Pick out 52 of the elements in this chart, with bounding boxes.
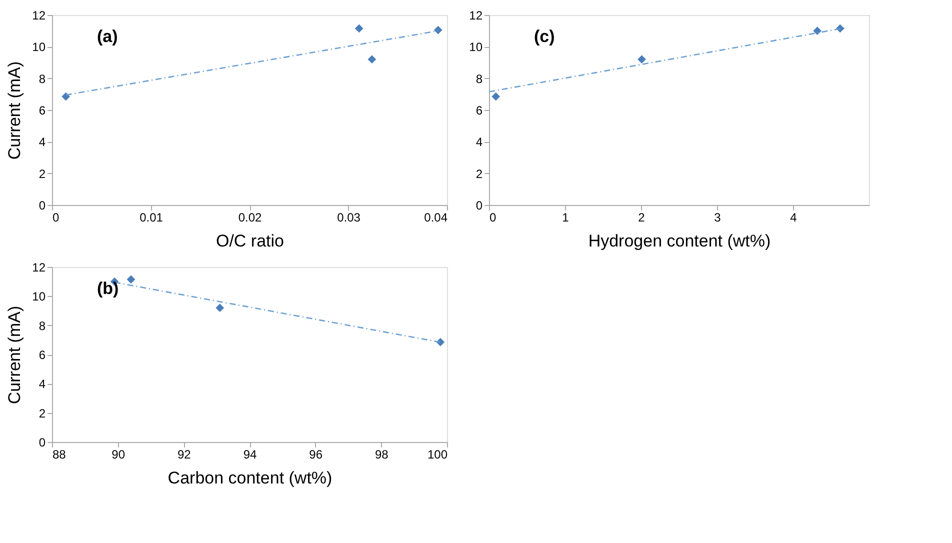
y-axis-title: Current (mA) [5, 61, 24, 160]
point [492, 92, 500, 101]
x-tick-label: 0.03 [337, 210, 361, 224]
x-tick-label: 0.02 [238, 210, 262, 224]
x-tick-label: 0.04 [424, 210, 448, 224]
y-tick-label: 10 [469, 40, 483, 54]
annotation: (c) [534, 27, 555, 46]
y-tick-label: 8 [38, 72, 46, 86]
y-tick-label: 6 [38, 348, 46, 362]
x-tick-label: 3 [714, 210, 722, 224]
x-tick-label: 88 [52, 448, 66, 462]
x-tick-label: 0 [52, 210, 60, 224]
x-tick-label: 92 [177, 448, 192, 462]
y-tick-label: 0 [476, 198, 483, 212]
x-tick-label: 96 [309, 448, 323, 462]
y-tick-label: 2 [38, 166, 46, 181]
y-axis-title: Current (mA) [5, 306, 24, 404]
y-tick-label: 12 [32, 260, 46, 274]
y-tick-label: 8 [38, 318, 46, 333]
annotation: (a) [97, 27, 118, 46]
x-axis-title: Carbon content (wt%) [168, 468, 332, 488]
y-tick-label: 12 [469, 8, 483, 22]
x-axis-title: O/C ratio [216, 232, 284, 250]
x-axis-title: Hydrogen content (wt%) [588, 232, 771, 250]
y-tick-label: 8 [476, 72, 483, 86]
y-tick-label: 4 [38, 135, 46, 150]
x-tick-label: 94 [243, 448, 257, 462]
x-tick-label: 0.01 [140, 210, 164, 224]
y-tick-label: 6 [476, 104, 483, 118]
point [368, 55, 376, 64]
point [434, 26, 442, 34]
point [638, 55, 646, 64]
x-tick-label: 4 [790, 210, 798, 224]
y-tick-label: 12 [32, 8, 46, 22]
y-tick-label: 4 [38, 377, 46, 392]
x-tick-label: 98 [374, 448, 389, 462]
x-tick-label: 90 [112, 448, 126, 462]
x-tick-label: 2 [638, 210, 646, 224]
y-tick-label: 2 [38, 406, 46, 420]
point [813, 26, 822, 36]
x-tick-label: 0 [490, 210, 496, 224]
y-tick-label: 0 [38, 436, 46, 450]
point [354, 24, 364, 33]
y-tick-label: 2 [476, 166, 483, 181]
y-tick-label: 0 [38, 198, 46, 212]
y-tick-label: 4 [476, 135, 483, 150]
y-tick-label: 10 [32, 40, 46, 54]
x-tick-label: 1 [562, 210, 570, 224]
annotation: (b) [97, 279, 119, 298]
y-tick-label: 6 [38, 104, 46, 118]
x-tick-label: 100 [427, 448, 448, 462]
y-tick-label: 10 [32, 290, 46, 304]
